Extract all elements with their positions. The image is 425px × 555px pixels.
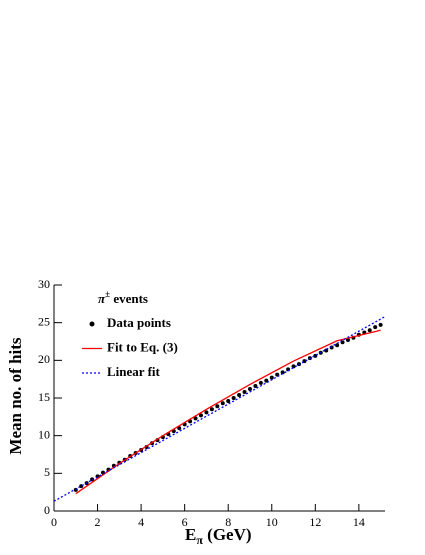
- legend-title: π± events: [98, 289, 148, 306]
- x-tick-label: 10: [266, 515, 278, 529]
- y-axis-title: Mean no. of hits: [6, 337, 25, 455]
- y-tick-label: 5: [44, 465, 50, 479]
- x-tick-label: 0: [51, 515, 57, 529]
- legend-label: Fit to Eq. (3): [107, 339, 178, 354]
- x-tick-label: 2: [95, 515, 101, 529]
- legend-title-sup: ±: [105, 289, 110, 299]
- data-point: [209, 407, 214, 412]
- data-point: [90, 477, 95, 482]
- data-point: [378, 322, 383, 327]
- x-tick-label: 12: [309, 515, 321, 529]
- y-tick-label: 30: [38, 277, 50, 291]
- data-point: [253, 383, 258, 388]
- y-tick-label: 0: [44, 503, 50, 517]
- data-point: [231, 396, 236, 400]
- data-point: [226, 399, 231, 404]
- data-point: [220, 401, 225, 406]
- legend-title-text: events: [110, 291, 148, 306]
- data-point: [237, 392, 242, 397]
- data-point: [335, 343, 340, 348]
- x-title-main: E: [185, 525, 196, 544]
- legend-label: Data points: [107, 315, 171, 330]
- x-tick-label: 6: [182, 515, 188, 529]
- x-title-sub: π: [196, 533, 203, 547]
- y-tick-label: 25: [38, 314, 50, 328]
- data-point: [204, 410, 209, 415]
- y-tick-label: 20: [38, 352, 50, 366]
- y-tick-label: 15: [38, 390, 50, 404]
- x-axis-title: Eπ (GeV): [185, 525, 252, 547]
- data-point: [215, 404, 220, 409]
- legend-title-pi: π: [98, 291, 106, 306]
- data-point: [247, 386, 252, 391]
- x-tick-label: 8: [225, 515, 231, 529]
- data-point: [291, 364, 296, 369]
- legend-marker: [89, 321, 95, 327]
- data-point: [242, 389, 247, 394]
- x-title-unit: (GeV): [203, 525, 252, 544]
- fit-line: [75, 329, 381, 495]
- x-tick-label: 14: [353, 515, 365, 529]
- x-tick-label: 4: [138, 515, 144, 529]
- data-point: [373, 325, 378, 330]
- y-tick-label: 10: [38, 427, 50, 441]
- data-point: [193, 416, 198, 421]
- data-point: [198, 413, 203, 418]
- data-point: [269, 375, 274, 380]
- data-point: [258, 380, 263, 385]
- fit-line: [53, 316, 386, 502]
- legend-label: Linear fit: [107, 364, 161, 379]
- data-point: [367, 328, 372, 333]
- data-point: [280, 370, 285, 375]
